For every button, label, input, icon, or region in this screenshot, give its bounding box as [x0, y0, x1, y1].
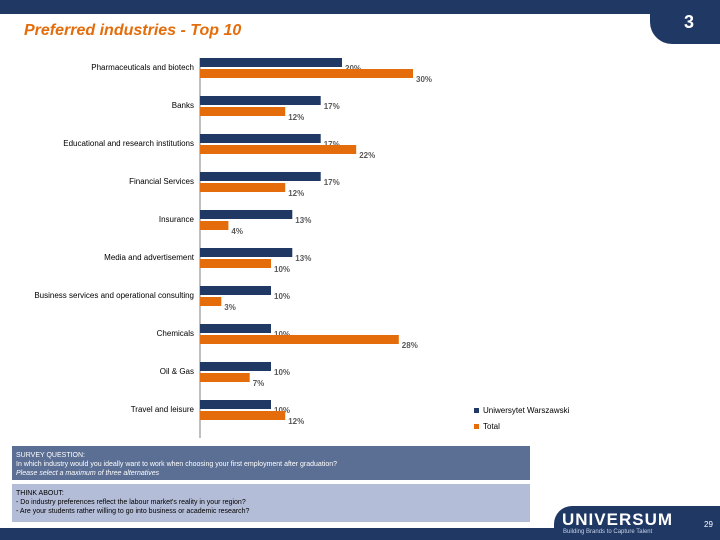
value-label-total-educational-and-research-institutions: 22% — [359, 151, 375, 160]
think-line-2: - Are your students rather willing to go… — [16, 508, 250, 515]
value-label-total-insurance: 4% — [231, 227, 243, 236]
value-label-total-media-and-advertisement: 10% — [274, 265, 290, 274]
category-label-media-and-advertisement: Media and advertisement — [104, 253, 195, 262]
value-label-uw-business-services-and-operational-consulting: 10% — [274, 292, 290, 301]
value-label-uw-travel-and-leisure: 10% — [274, 406, 290, 415]
bar-uw-pharmaceuticals-and-biotech — [200, 58, 342, 67]
category-label-pharmaceuticals-and-biotech: Pharmaceuticals and biotech — [91, 63, 194, 72]
category-label-insurance: Insurance — [159, 215, 195, 224]
value-label-total-financial-services: 12% — [288, 189, 304, 198]
value-label-uw-educational-and-research-institutions: 17% — [324, 140, 340, 149]
legend-label-uw: Uniwersytet Warszawski — [483, 405, 570, 415]
value-label-uw-pharmaceuticals-and-biotech: 20% — [345, 64, 361, 73]
think-heading: THINK ABOUT: — [16, 490, 64, 497]
bar-total-chemicals — [200, 335, 399, 344]
bar-uw-financial-services — [200, 172, 321, 181]
section-number: 3 — [684, 12, 695, 32]
chart-legend: Uniwersytet Warszawski Total — [474, 402, 569, 434]
value-label-uw-insurance: 13% — [295, 216, 311, 225]
bottom-bar — [0, 528, 720, 540]
think-line-1: - Do industry preferences reflect the la… — [16, 499, 246, 506]
bar-uw-banks — [200, 96, 321, 105]
legend-item-total: Total — [474, 418, 569, 434]
bar-total-oil-gas — [200, 373, 250, 382]
value-label-total-oil-gas: 7% — [253, 379, 265, 388]
value-label-total-chemicals: 28% — [402, 341, 418, 350]
value-label-uw-media-and-advertisement: 13% — [295, 254, 311, 263]
legend-swatch-total — [474, 423, 479, 429]
value-label-uw-chemicals: 10% — [274, 330, 290, 339]
page-number: 29 — [704, 520, 713, 529]
bar-total-travel-and-leisure — [200, 411, 286, 420]
bar-chart: Pharmaceuticals and biotech 20% 30% Banks 17… — [34, 58, 432, 438]
bar-total-media-and-advertisement — [200, 259, 271, 268]
top-bar — [0, 0, 720, 14]
value-label-uw-banks: 17% — [324, 102, 340, 111]
value-label-uw-financial-services: 17% — [324, 178, 340, 187]
category-label-business-services-and-operational-consulting: Business services and operational consul… — [34, 291, 194, 300]
bar-total-financial-services — [200, 183, 286, 192]
legend-item-uw: Uniwersytet Warszawski — [474, 402, 569, 418]
bar-uw-oil-gas — [200, 362, 271, 371]
logo-tagline: Building Brands to Capture Talent — [563, 529, 653, 535]
value-label-total-banks: 12% — [288, 113, 304, 122]
category-label-oil-gas: Oil & Gas — [160, 367, 194, 376]
think-about-box: THINK ABOUT: - Do industry preferences r… — [12, 484, 530, 522]
survey-instruction: Please select a maximum of three alterna… — [16, 470, 160, 477]
bar-total-pharmaceuticals-and-biotech — [200, 69, 413, 78]
value-label-total-business-services-and-operational-consulting: 3% — [224, 303, 236, 312]
survey-question: In which industry would you ideally want… — [16, 461, 337, 468]
bar-uw-educational-and-research-institutions — [200, 134, 321, 143]
page-title: Preferred industries - Top 10 — [24, 22, 242, 39]
bar-uw-chemicals — [200, 324, 271, 333]
value-label-uw-oil-gas: 10% — [274, 368, 290, 377]
category-label-chemicals: Chemicals — [157, 329, 194, 338]
bar-total-insurance — [200, 221, 229, 230]
bar-uw-travel-and-leisure — [200, 400, 271, 409]
bar-total-business-services-and-operational-consulting — [200, 297, 222, 306]
legend-label-total: Total — [483, 421, 500, 431]
category-label-financial-services: Financial Services — [129, 177, 194, 186]
section-tab — [650, 0, 720, 44]
bar-uw-business-services-and-operational-consulting — [200, 286, 271, 295]
logo-box — [554, 506, 720, 540]
survey-question-box: SURVEY QUESTION: In which industry would… — [12, 446, 530, 480]
bar-total-banks — [200, 107, 286, 116]
value-label-total-travel-and-leisure: 12% — [288, 417, 304, 426]
value-label-total-pharmaceuticals-and-biotech: 30% — [416, 75, 432, 84]
category-label-educational-and-research-institutions: Educational and research institutions — [63, 139, 194, 148]
bar-uw-media-and-advertisement — [200, 248, 293, 257]
category-label-banks: Banks — [172, 101, 194, 110]
bar-uw-insurance — [200, 210, 293, 219]
bar-total-educational-and-research-institutions — [200, 145, 357, 154]
universum-logo: UNIVERSUM — [562, 510, 674, 529]
survey-heading: SURVEY QUESTION: — [16, 452, 85, 459]
legend-swatch-uw — [474, 407, 479, 413]
category-label-travel-and-leisure: Travel and leisure — [131, 405, 195, 414]
